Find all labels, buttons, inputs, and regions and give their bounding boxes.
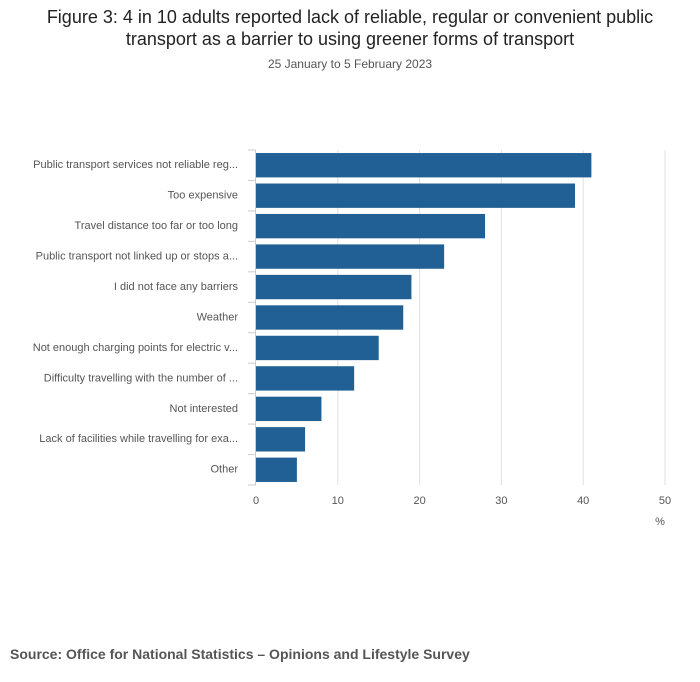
chart: % 0 10 20 30 40 50 Public transport services n…	[33, 149, 671, 528]
y-tick-label: Not interested	[170, 403, 238, 415]
x-tick-label: 0	[253, 495, 259, 507]
bar	[256, 366, 355, 391]
bar	[256, 153, 592, 178]
bar	[256, 305, 404, 330]
y-tick-label: Lack of facilities while travelling for …	[39, 433, 238, 445]
chart-title: Figure 3: 4 in 10 adults reported lack o…	[46, 7, 654, 49]
bar	[256, 457, 297, 482]
x-tick-label: 10	[332, 495, 344, 507]
y-tick-label: Weather	[197, 311, 239, 323]
bar	[256, 335, 379, 361]
bar	[256, 274, 412, 300]
y-tick-label: Difficulty travelling with the number of…	[44, 372, 238, 384]
source: Source: Office for National Statistics –…	[10, 646, 470, 662]
x-axis-label: %	[655, 516, 665, 528]
bar	[256, 244, 445, 269]
x-tick-label: 40	[577, 495, 589, 507]
bar	[256, 396, 322, 422]
y-tick-label: Too expensive	[168, 190, 238, 202]
x-tick-label: 50	[659, 495, 671, 507]
y-tick-label: Public transport not linked up or stops …	[36, 250, 238, 262]
bar	[256, 427, 306, 452]
chart-subtitle: 25 January to 5 February 2023	[267, 57, 433, 71]
bar	[256, 183, 576, 208]
x-tick-label: 20	[413, 495, 425, 507]
y-tick-label: Other	[210, 464, 238, 476]
x-tick-label: 30	[495, 495, 507, 507]
y-tick-label: I did not face any barriers	[114, 281, 239, 293]
bar	[256, 213, 486, 239]
y-tick-label: Travel distance too far or too long	[75, 220, 238, 232]
y-tick-label: Public transport services not reliable r…	[33, 159, 238, 171]
y-tick-label: Not enough charging points for electric …	[33, 342, 238, 354]
